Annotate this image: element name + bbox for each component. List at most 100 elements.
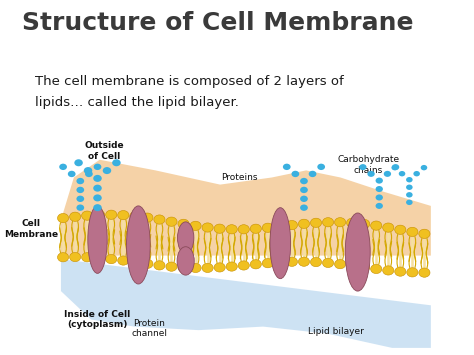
Circle shape [383, 266, 394, 275]
Circle shape [359, 219, 370, 229]
Circle shape [202, 223, 213, 232]
Circle shape [383, 223, 394, 232]
Circle shape [286, 257, 298, 266]
Circle shape [392, 165, 398, 170]
Circle shape [118, 256, 129, 265]
Circle shape [130, 212, 141, 221]
Circle shape [375, 195, 383, 201]
Circle shape [103, 167, 111, 174]
Text: Proteins: Proteins [221, 173, 258, 182]
Circle shape [74, 159, 83, 166]
Circle shape [419, 268, 430, 277]
Circle shape [130, 258, 141, 267]
Circle shape [202, 263, 213, 273]
Circle shape [178, 263, 189, 272]
Circle shape [106, 210, 117, 219]
Circle shape [375, 178, 383, 184]
Text: Outside
of Cell: Outside of Cell [84, 141, 124, 160]
Circle shape [419, 229, 430, 239]
Circle shape [300, 187, 308, 193]
Circle shape [76, 178, 84, 184]
Circle shape [93, 195, 102, 201]
Circle shape [190, 221, 201, 230]
Circle shape [214, 263, 225, 272]
Circle shape [82, 211, 93, 220]
Circle shape [57, 253, 69, 262]
Circle shape [106, 255, 117, 264]
Circle shape [85, 171, 93, 177]
Circle shape [395, 267, 406, 276]
Circle shape [399, 171, 405, 176]
Circle shape [322, 218, 334, 227]
Circle shape [407, 268, 418, 277]
Circle shape [70, 212, 81, 222]
Ellipse shape [345, 213, 370, 291]
Circle shape [76, 187, 84, 193]
Circle shape [300, 178, 308, 184]
Circle shape [392, 164, 399, 170]
Circle shape [346, 218, 358, 228]
Circle shape [118, 211, 129, 220]
Text: Carbohydrate
chains: Carbohydrate chains [337, 155, 400, 175]
Ellipse shape [177, 222, 194, 254]
Circle shape [262, 223, 273, 233]
Circle shape [93, 185, 102, 192]
Circle shape [274, 222, 285, 231]
Circle shape [300, 196, 308, 202]
Ellipse shape [88, 206, 107, 273]
Circle shape [406, 177, 413, 182]
Circle shape [57, 213, 69, 223]
Circle shape [395, 225, 406, 234]
Circle shape [292, 171, 299, 177]
Circle shape [70, 252, 81, 262]
Circle shape [375, 203, 383, 209]
Text: Cell
Membrane: Cell Membrane [4, 219, 58, 239]
Circle shape [322, 258, 334, 268]
Text: Lipid bilayer: Lipid bilayer [308, 327, 364, 337]
Circle shape [112, 159, 121, 166]
Circle shape [142, 259, 153, 268]
Circle shape [283, 164, 291, 170]
Circle shape [154, 261, 165, 270]
Circle shape [226, 262, 237, 271]
Text: Inside of Cell
(cytoplasm): Inside of Cell (cytoplasm) [64, 310, 131, 329]
Circle shape [94, 210, 105, 219]
Circle shape [371, 264, 382, 274]
Circle shape [178, 219, 189, 229]
Circle shape [384, 171, 391, 177]
Circle shape [94, 164, 101, 170]
Circle shape [214, 224, 225, 233]
Circle shape [375, 186, 383, 192]
Circle shape [166, 262, 177, 271]
Circle shape [406, 200, 413, 205]
Circle shape [262, 258, 273, 268]
Polygon shape [61, 160, 431, 256]
Circle shape [346, 261, 358, 270]
Circle shape [250, 260, 261, 269]
Circle shape [309, 171, 317, 177]
Circle shape [154, 215, 165, 224]
Circle shape [93, 175, 102, 182]
Circle shape [367, 171, 375, 177]
Circle shape [76, 204, 84, 211]
Circle shape [250, 224, 261, 233]
Circle shape [310, 257, 321, 267]
Circle shape [142, 213, 153, 222]
Circle shape [76, 196, 84, 202]
Circle shape [406, 185, 413, 190]
Circle shape [335, 218, 346, 227]
Circle shape [238, 225, 249, 234]
Circle shape [317, 164, 325, 170]
Polygon shape [61, 259, 431, 348]
Circle shape [238, 261, 249, 270]
Circle shape [300, 204, 308, 211]
Circle shape [274, 258, 285, 267]
Circle shape [166, 217, 177, 226]
Circle shape [84, 167, 92, 174]
Text: Structure of Cell Membrane: Structure of Cell Membrane [22, 11, 414, 35]
Circle shape [286, 220, 298, 230]
Circle shape [298, 257, 310, 266]
Circle shape [68, 171, 75, 177]
Circle shape [359, 263, 370, 272]
Circle shape [82, 253, 93, 262]
